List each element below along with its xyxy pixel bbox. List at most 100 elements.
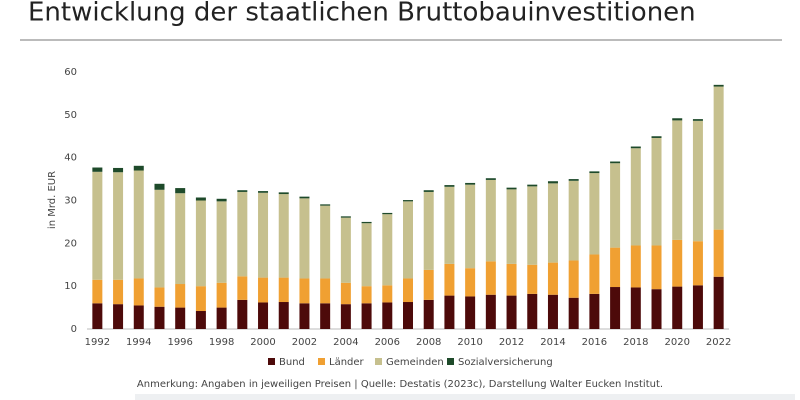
x-tick-label: 2014 xyxy=(540,337,565,348)
bar-segment xyxy=(423,299,434,329)
bar-segment xyxy=(382,285,393,303)
bar-segment xyxy=(444,263,455,296)
bar-segment xyxy=(113,172,124,280)
bar-segment xyxy=(403,278,413,303)
bar-segment xyxy=(237,190,248,192)
bar-segment xyxy=(672,118,683,121)
bar-segment xyxy=(92,171,103,280)
bar-segment xyxy=(547,183,558,263)
bar-segment xyxy=(423,190,434,192)
bar-segment xyxy=(258,191,269,193)
legend-swatch xyxy=(447,358,454,365)
bar-segment xyxy=(610,287,621,329)
bar-segment xyxy=(299,303,310,329)
x-tick-label: 1996 xyxy=(167,337,192,348)
x-tick-label: 2012 xyxy=(499,337,524,348)
bar-segment xyxy=(672,286,683,329)
bar-segment xyxy=(340,304,351,329)
bar-segment xyxy=(527,186,538,265)
bar-segment xyxy=(547,181,558,184)
bar-segment xyxy=(610,161,621,164)
bar-segment xyxy=(216,201,227,283)
bar-segment xyxy=(175,307,186,329)
legend-swatch xyxy=(318,358,325,365)
bar-segment xyxy=(444,185,455,187)
bar-segment xyxy=(589,254,600,294)
bar-segment xyxy=(651,245,662,290)
legend-label: Gemeinden xyxy=(386,357,444,368)
bar-segment xyxy=(651,137,662,246)
bar-segment xyxy=(485,178,496,180)
bar-segment xyxy=(485,294,496,329)
x-tick-label: 2008 xyxy=(416,337,441,348)
x-tick-label: 2010 xyxy=(457,337,482,348)
bar-segment xyxy=(175,193,186,285)
bar-segment xyxy=(423,269,434,300)
bar-segment xyxy=(465,268,476,297)
bar-segment xyxy=(506,263,517,296)
bar-segment xyxy=(278,277,289,303)
bar-segment xyxy=(403,302,413,329)
bar-segment xyxy=(568,179,579,181)
x-tick-label: 2022 xyxy=(706,337,731,348)
bar-segment xyxy=(382,212,393,215)
bar-segment xyxy=(195,197,206,201)
bar-segment xyxy=(527,264,538,294)
bar-segment xyxy=(340,217,351,283)
bar-segment xyxy=(568,297,579,329)
bar-segment xyxy=(465,182,476,185)
note: Anmerkung: Angaben in jeweiligen Preisen… xyxy=(137,379,663,390)
bar-segment xyxy=(382,302,393,329)
bar-segment xyxy=(258,192,269,278)
bar-segment xyxy=(258,302,269,329)
bar-segment xyxy=(133,165,144,171)
bar-segment xyxy=(154,189,165,288)
bar-segment xyxy=(568,180,579,261)
bar-segment xyxy=(713,276,724,329)
bar-segment xyxy=(713,86,724,230)
bar-segment xyxy=(630,287,641,329)
bar-segment xyxy=(320,303,331,329)
bar-segment xyxy=(237,276,248,300)
y-tick-label: 0 xyxy=(71,324,77,335)
bar-segment xyxy=(113,279,124,305)
bar-segment xyxy=(195,200,206,287)
bar-segment xyxy=(382,214,393,286)
x-tick-label: 2000 xyxy=(250,337,275,348)
y-tick-label: 60 xyxy=(64,67,77,78)
x-tick-label: 2002 xyxy=(292,337,317,348)
bar-segment xyxy=(527,293,538,329)
x-tick-label: 2004 xyxy=(333,337,358,348)
bar-segment xyxy=(692,285,703,329)
x-tick-label: 2006 xyxy=(375,337,400,348)
bar-segment xyxy=(692,119,703,121)
bar-segment xyxy=(299,196,310,199)
bar-segment xyxy=(361,223,372,287)
bar-segment xyxy=(485,261,496,295)
bar-segment xyxy=(568,260,579,298)
bar-segment xyxy=(175,284,186,308)
y-tick-label: 10 xyxy=(64,281,77,292)
bar-segment xyxy=(133,305,144,329)
bar-segment xyxy=(589,173,600,255)
bar-segment xyxy=(361,303,372,329)
bar-segment xyxy=(444,295,455,329)
x-tick-label: 1992 xyxy=(85,337,110,348)
x-tick-label: 2020 xyxy=(664,337,689,348)
x-tick-label: 2016 xyxy=(582,337,607,348)
y-tick-label: 40 xyxy=(64,153,77,164)
bar-segment xyxy=(485,179,496,262)
bar-segment xyxy=(444,186,455,264)
bar-segment xyxy=(299,278,310,304)
bar-segment xyxy=(278,192,289,195)
chart-title: Entwicklung der staatlichen Bruttobauinv… xyxy=(28,0,696,28)
bar-segment xyxy=(527,184,538,187)
bar-segment xyxy=(403,200,413,202)
bar-segment xyxy=(92,279,103,304)
legend-label: Länder xyxy=(329,357,365,368)
bar-segment xyxy=(672,239,683,287)
bar-segment xyxy=(320,278,331,304)
bar-segment xyxy=(630,148,641,246)
bar-segment xyxy=(651,136,662,138)
